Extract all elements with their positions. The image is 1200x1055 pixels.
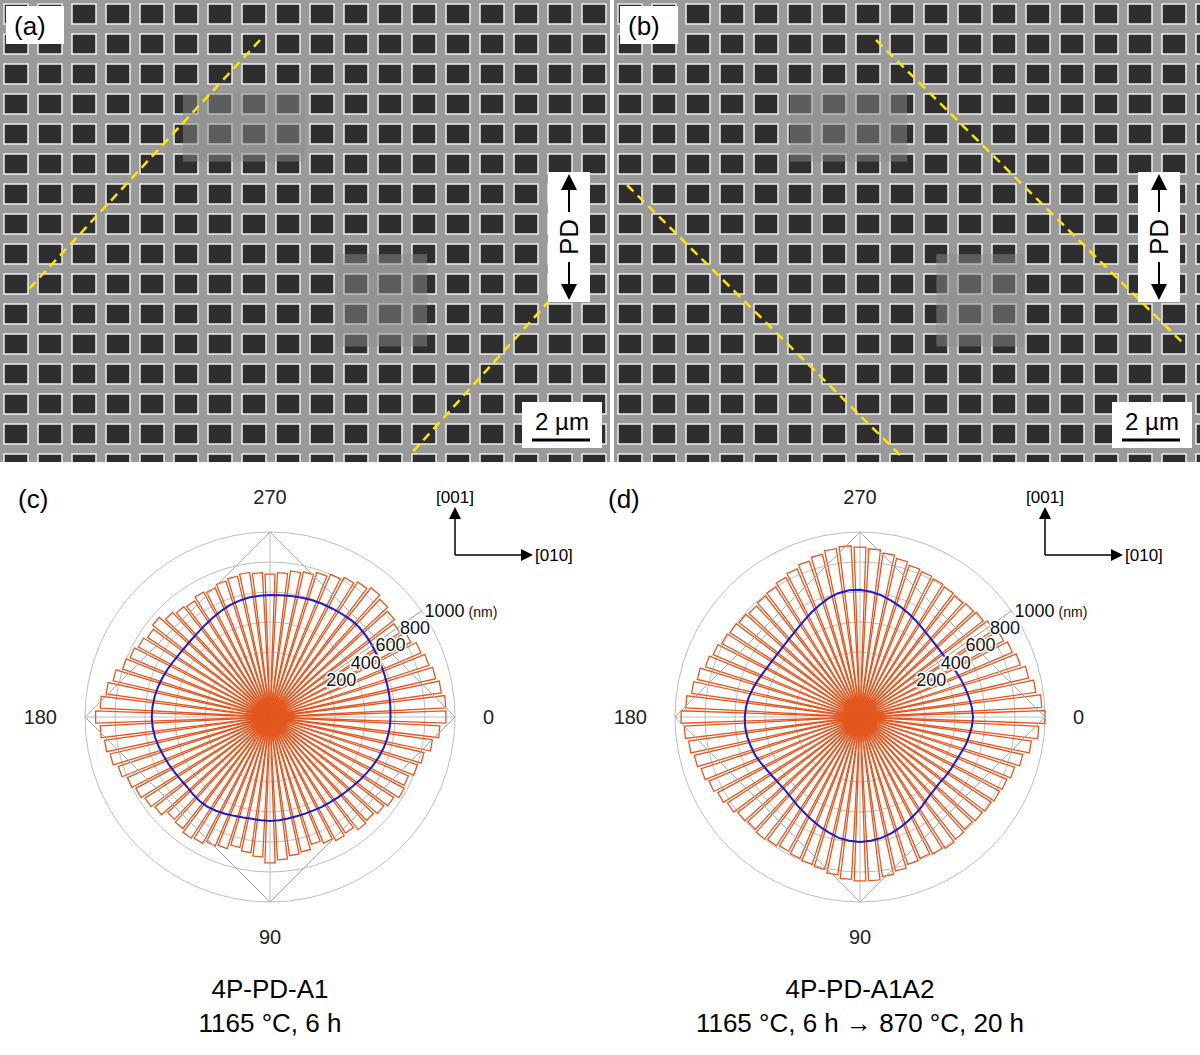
svg-text:1000(nm): 1000(nm): [425, 601, 498, 621]
svg-text:180: 180: [24, 706, 57, 728]
svg-text:(a): (a): [14, 11, 46, 41]
html-text:4P-PD-A1: 4P-PD-A1: [211, 974, 329, 1004]
html-text:(c): (c): [18, 484, 49, 514]
html-text:1165 °C, 6 h → 870 °C, 20 h: 1165 °C, 6 h → 870 °C, 20 h: [695, 1008, 1025, 1038]
html-text:4P-PD-A1A2: 4P-PD-A1A2: [785, 974, 935, 1004]
html-text:(d): (d): [608, 484, 640, 514]
svg-text:270: 270: [843, 486, 876, 508]
svg-text:90: 90: [259, 926, 281, 948]
svg-text:180: 180: [614, 706, 647, 728]
svg-text:400: 400: [941, 653, 971, 673]
svg-text:0: 0: [483, 706, 494, 728]
svg-text:800: 800: [990, 618, 1020, 638]
svg-text:[010]: [010]: [1125, 546, 1163, 565]
svg-text:400: 400: [351, 653, 381, 673]
svg-text:2 µm: 2 µm: [1125, 408, 1179, 435]
svg-text:90: 90: [849, 926, 871, 948]
svg-text:PD: PD: [1144, 219, 1174, 255]
svg-text:[001]: [001]: [1026, 488, 1064, 507]
svg-text:270: 270: [253, 486, 286, 508]
svg-text:800: 800: [400, 618, 430, 638]
svg-text:600: 600: [375, 635, 405, 655]
svg-text:2 µm: 2 µm: [535, 408, 589, 435]
svg-text:(b): (b): [628, 11, 660, 41]
svg-text:PD: PD: [554, 219, 584, 255]
html-text:1165 °C, 6 h: 1165 °C, 6 h: [198, 1008, 342, 1038]
svg-text:600: 600: [965, 635, 995, 655]
svg-text:0: 0: [1073, 706, 1084, 728]
svg-text:200: 200: [326, 670, 356, 690]
svg-text:1000(nm): 1000(nm): [1015, 601, 1088, 621]
svg-text:[010]: [010]: [535, 546, 573, 565]
svg-text:[001]: [001]: [436, 488, 474, 507]
svg-text:200: 200: [916, 670, 946, 690]
